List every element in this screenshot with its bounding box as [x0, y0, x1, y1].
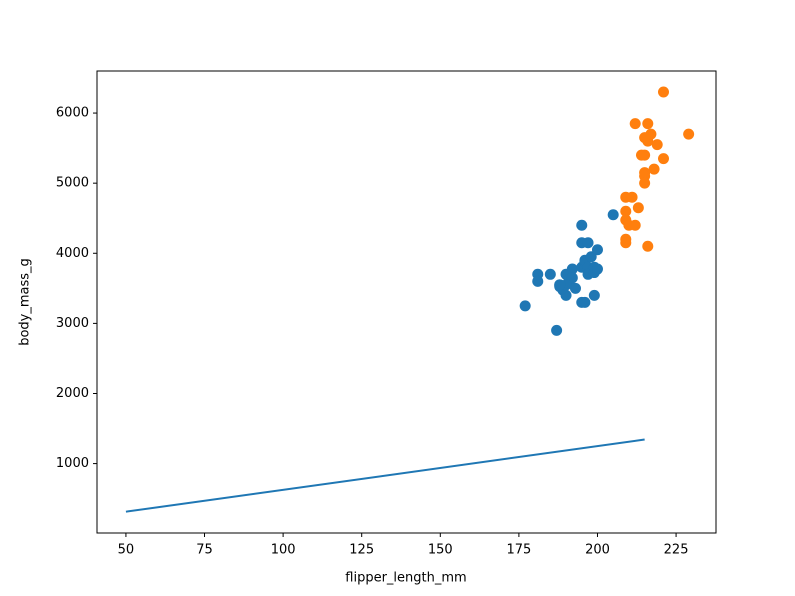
scatter-point	[579, 296, 591, 308]
scatter-point	[591, 244, 603, 256]
scatter-point	[588, 289, 600, 301]
scatter-point	[632, 202, 644, 214]
x-tick-label: 225	[664, 543, 689, 558]
scatter-point	[532, 275, 544, 287]
scatter-point	[645, 128, 657, 140]
scatter-point	[642, 240, 654, 252]
scatter-point	[607, 209, 619, 221]
scatter-point	[566, 263, 578, 275]
scatter-point	[591, 263, 603, 275]
plot-frame	[96, 70, 717, 534]
x-tick-label: 175	[506, 543, 531, 558]
scatter-point	[519, 300, 531, 312]
fit-line	[125, 438, 645, 513]
scatter-point	[651, 139, 663, 151]
x-axis-label: flipper_length_mm	[345, 571, 466, 586]
x-tick-label: 150	[428, 543, 453, 558]
x-tick-label: 75	[196, 543, 213, 558]
scatter-point	[657, 153, 669, 165]
scatter-point	[635, 149, 647, 161]
y-tick-label: 5000	[56, 176, 89, 191]
scatter-point	[648, 163, 660, 175]
x-tick-label: 125	[349, 543, 374, 558]
scatter-point	[626, 191, 638, 203]
scatter-point	[569, 282, 581, 294]
y-tick-label: 4000	[56, 246, 89, 261]
scatter-point	[551, 324, 563, 336]
y-tick-label: 1000	[56, 456, 89, 471]
y-tick-label: 3000	[56, 316, 89, 331]
scatter-point	[582, 237, 594, 249]
scatter-point	[585, 251, 597, 263]
scatter-point	[620, 205, 632, 217]
y-axis-label: body_mass_g	[18, 258, 33, 346]
x-tick-label: 200	[585, 543, 610, 558]
x-tick-label: 100	[271, 543, 296, 558]
scatter-point	[642, 118, 654, 130]
scatter-point	[620, 237, 632, 249]
scatter-point	[629, 219, 641, 231]
scatter-point	[554, 279, 566, 291]
scatter-point	[683, 128, 695, 140]
scatter-point	[639, 177, 651, 189]
scatter-point	[566, 272, 578, 284]
scatter-point	[544, 268, 556, 280]
scatter-point	[657, 86, 669, 98]
y-tick-label: 2000	[56, 386, 89, 401]
scatter-point	[576, 219, 588, 231]
x-tick-label: 50	[118, 543, 135, 558]
y-tick-label: 6000	[56, 106, 89, 121]
scatter-point	[629, 118, 641, 130]
